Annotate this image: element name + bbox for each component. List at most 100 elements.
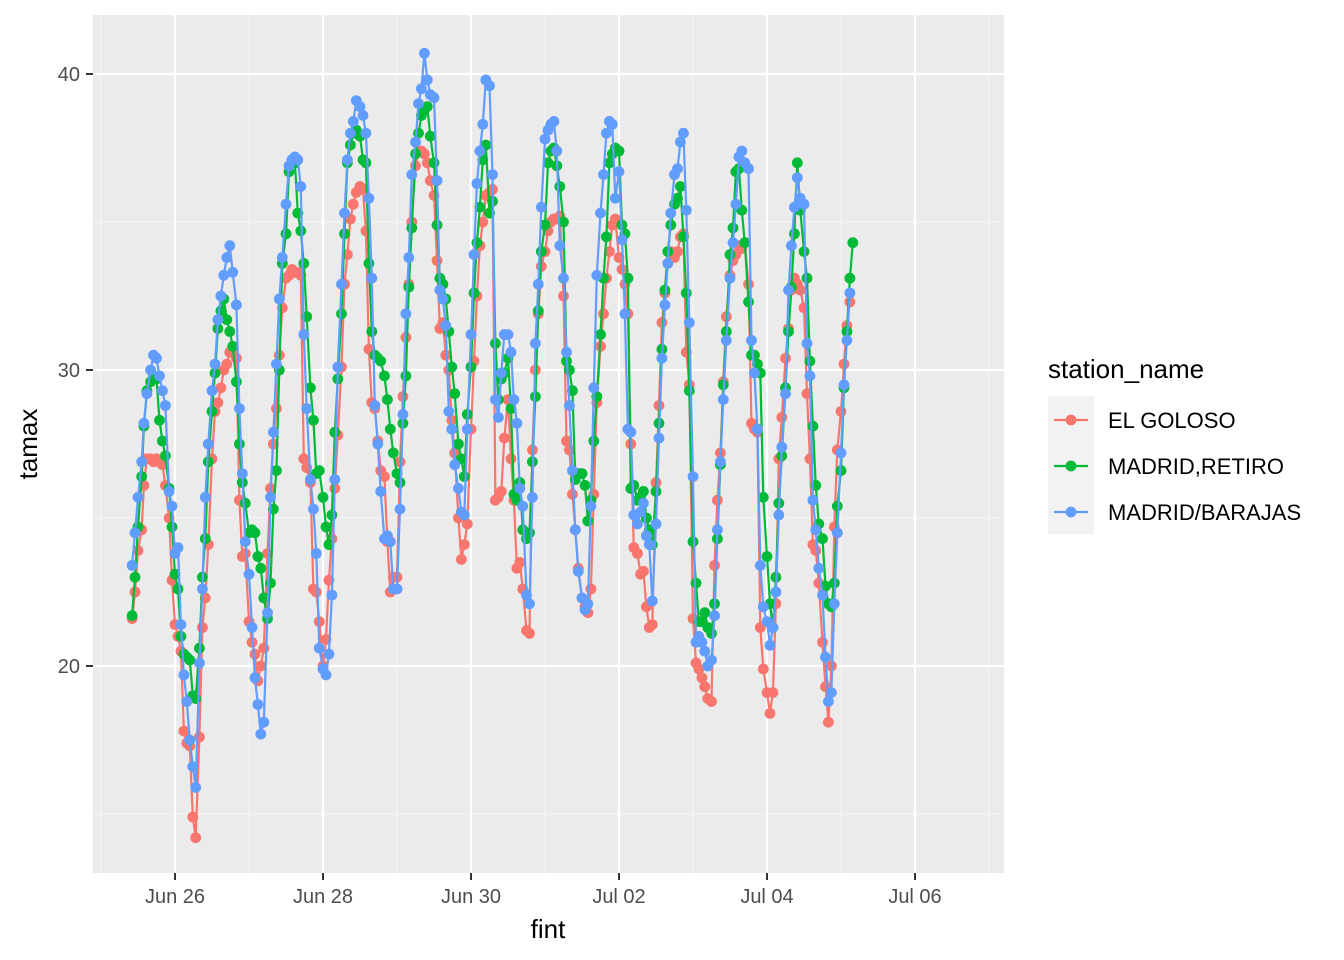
data-point xyxy=(678,127,689,139)
data-point xyxy=(601,127,612,139)
data-point xyxy=(298,453,310,465)
data-point xyxy=(363,192,375,204)
data-point xyxy=(625,426,637,438)
data-point xyxy=(752,423,763,435)
data-point xyxy=(505,453,517,465)
data-point xyxy=(656,352,668,364)
data-point xyxy=(221,314,233,326)
data-point xyxy=(129,571,141,583)
data-point xyxy=(224,326,236,337)
data-point xyxy=(524,628,535,639)
data-point xyxy=(585,583,597,595)
data-point xyxy=(672,192,683,204)
data-point xyxy=(844,272,856,284)
legend: station_name EL GOLOSO MADRID,RETIRO MADRI… xyxy=(1048,354,1301,534)
data-point xyxy=(514,483,526,494)
data-point xyxy=(823,696,834,707)
data-point xyxy=(271,465,282,476)
data-point xyxy=(468,249,480,260)
data-point xyxy=(535,246,547,257)
data-point xyxy=(780,388,791,400)
data-point xyxy=(727,222,739,234)
data-point xyxy=(339,207,350,219)
data-point xyxy=(495,486,507,497)
x-tick-label: Jun 26 xyxy=(145,886,205,908)
data-point xyxy=(419,148,430,160)
data-point xyxy=(172,583,184,595)
data-point xyxy=(336,278,347,290)
data-point xyxy=(132,491,144,503)
data-point xyxy=(151,352,162,364)
data-point xyxy=(403,281,415,293)
data-point xyxy=(532,278,544,290)
data-point xyxy=(720,335,732,346)
data-point xyxy=(554,240,566,252)
data-point xyxy=(474,145,486,157)
data-point xyxy=(739,237,751,249)
data-point xyxy=(157,385,168,397)
data-point xyxy=(406,169,418,181)
x-tick-label: Jul 06 xyxy=(888,886,941,908)
data-point xyxy=(310,548,322,559)
data-point xyxy=(727,237,739,249)
data-point xyxy=(595,329,606,340)
legend-label: MADRID,RETIRO xyxy=(1108,454,1284,479)
data-point xyxy=(187,761,199,772)
data-point xyxy=(724,272,736,284)
data-point xyxy=(379,471,390,482)
data-point xyxy=(789,228,800,240)
series-line xyxy=(131,52,851,789)
data-point xyxy=(375,355,387,367)
data-point xyxy=(632,518,643,530)
data-point xyxy=(548,116,560,127)
data-point xyxy=(323,539,335,550)
data-point xyxy=(431,255,443,266)
data-point xyxy=(212,397,224,408)
data-point xyxy=(791,172,803,184)
data-point xyxy=(218,269,230,281)
data-point xyxy=(234,438,245,450)
data-point xyxy=(841,335,853,346)
data-point xyxy=(835,406,847,417)
data-point xyxy=(484,80,495,92)
data-point xyxy=(609,192,621,204)
x-axis-ticks: Jun 26 Jun 28 Jun 30 Jul 02 Jul 04 Jul 06 xyxy=(145,873,942,908)
data-point xyxy=(817,533,828,545)
data-point xyxy=(706,654,717,666)
data-point xyxy=(569,524,581,536)
data-point xyxy=(305,382,316,394)
data-point xyxy=(262,607,273,619)
y-axis-ticks: 20 30 40 xyxy=(58,64,93,678)
data-point xyxy=(746,335,757,346)
data-point xyxy=(502,329,514,340)
data-point xyxy=(521,589,532,601)
data-point xyxy=(635,506,646,518)
data-point xyxy=(357,110,369,121)
data-point xyxy=(764,708,776,719)
data-point xyxy=(215,290,227,302)
data-point xyxy=(591,269,603,281)
data-point xyxy=(530,338,541,349)
data-point xyxy=(320,521,332,533)
data-point xyxy=(197,583,208,595)
data-point xyxy=(163,486,175,497)
data-point xyxy=(632,548,643,559)
data-point xyxy=(831,500,843,512)
data-point xyxy=(184,734,196,746)
data-point xyxy=(638,565,649,577)
data-point xyxy=(542,157,554,169)
data-point xyxy=(194,731,205,743)
data-point xyxy=(706,696,717,707)
data-point xyxy=(354,101,366,112)
data-point xyxy=(320,669,332,681)
data-point xyxy=(126,560,138,571)
data-point xyxy=(767,622,779,633)
data-point xyxy=(458,471,470,482)
data-point xyxy=(175,619,187,630)
data-point xyxy=(807,494,819,506)
data-point xyxy=(524,527,535,539)
data-point xyxy=(437,293,449,305)
data-point xyxy=(446,361,458,373)
data-point xyxy=(527,491,538,503)
data-point xyxy=(336,308,347,320)
